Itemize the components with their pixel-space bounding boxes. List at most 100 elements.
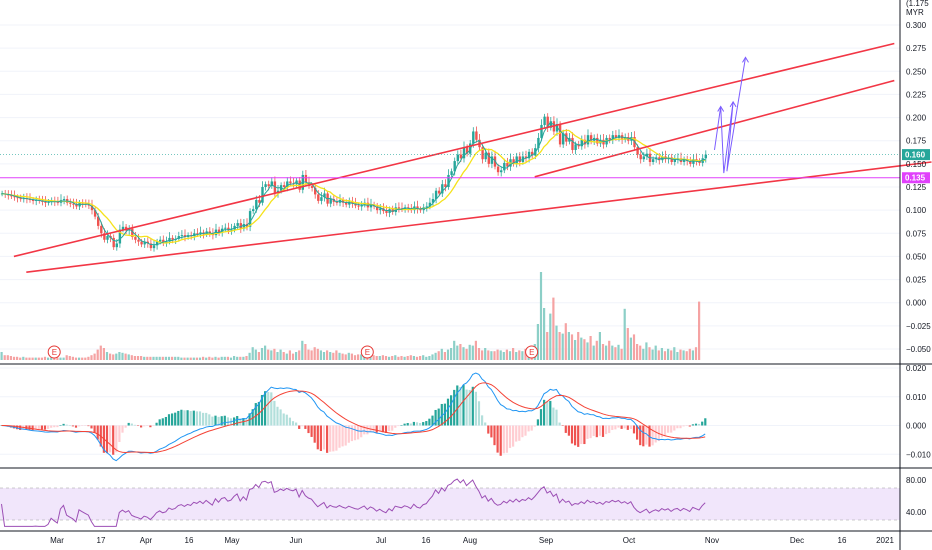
volume-bar — [47, 357, 50, 360]
macd-histogram-bar — [353, 425, 357, 441]
volume-bar — [133, 356, 136, 360]
price-tick-label: 0.250 — [906, 67, 927, 76]
candle-body — [682, 159, 686, 163]
volume-bar — [130, 355, 133, 360]
candle-body — [97, 216, 100, 226]
volume-bar — [254, 349, 257, 360]
volume-bar — [459, 344, 462, 360]
volume-bar — [499, 350, 502, 360]
macd-histogram-bar — [291, 421, 295, 426]
macd-histogram-bar — [121, 425, 124, 433]
macd-histogram-bar — [561, 425, 564, 426]
volume-bar — [660, 348, 663, 360]
macd-histogram-bar — [50, 425, 53, 428]
candle-body — [642, 156, 645, 160]
candle-body — [416, 206, 419, 210]
macd-histogram-bar — [74, 425, 78, 428]
volume-bar — [694, 347, 698, 360]
candle-body — [459, 154, 463, 159]
candle-body — [456, 154, 459, 162]
time-tick-label: May — [224, 536, 239, 545]
macd-histogram-bar — [65, 424, 68, 426]
macd-histogram-bar — [570, 425, 574, 444]
candle-body — [62, 199, 66, 201]
macd-line — [1, 372, 706, 462]
candle-body — [670, 157, 673, 163]
candle-body — [310, 186, 314, 188]
volume-bar — [549, 313, 552, 360]
candle-body — [106, 236, 109, 240]
trend-line-lower — [26, 161, 932, 273]
macd-histogram-bar — [155, 422, 158, 426]
time-tick-label: 2021 — [876, 536, 894, 545]
macd-histogram-bar — [130, 423, 133, 426]
volume-bar — [65, 355, 68, 360]
volume-bar — [440, 348, 443, 360]
macd-pane: 0.020 0.010 0.000 −0.010 — [0, 364, 931, 462]
volume-bar — [620, 348, 623, 360]
candle-body — [10, 195, 13, 197]
macd-histogram-bar — [332, 425, 335, 452]
volume-bar — [555, 325, 558, 360]
candle-body — [596, 137, 599, 144]
macd-histogram-bar — [459, 387, 462, 426]
macd-histogram-bar — [704, 418, 707, 426]
price-axis[interactable]: 0.300 0.275 0.250 0.225 0.200 0.175 0.150 0.125… — [906, 21, 931, 354]
candle-body — [537, 137, 540, 149]
macd-histogram-bar — [87, 425, 90, 427]
earnings-circle — [47, 345, 61, 359]
macd-histogram-bar — [298, 425, 301, 429]
volume-bar — [546, 332, 549, 360]
macd-histogram-bar — [636, 425, 639, 440]
candle-body — [351, 201, 354, 204]
volume-bar — [81, 357, 84, 360]
volume-bar — [642, 348, 645, 360]
macd-histogram-bar — [338, 425, 341, 448]
macd-histogram-bar — [279, 409, 282, 426]
macd-histogram-bar — [357, 425, 360, 440]
volume-bar — [146, 356, 149, 360]
macd-histogram-bar — [347, 425, 350, 443]
volume-bar — [25, 357, 28, 360]
macd-histogram-bar — [133, 424, 136, 426]
candle-body — [571, 137, 574, 150]
macd-tick-label: −0.010 — [906, 450, 931, 459]
time-tick-label: Mar — [50, 536, 64, 545]
volume-bar — [3, 355, 6, 360]
macd-histogram-bar — [471, 386, 474, 426]
candle-body — [286, 181, 289, 187]
candle-body — [515, 156, 518, 164]
volume-bar — [626, 328, 629, 360]
time-axis[interactable]: Mar 17 Apr 16 May Jun Jul 16 Aug Sep Oct Nov Dec 16 20… — [50, 536, 894, 545]
candle-body — [431, 199, 435, 203]
macd-histogram-bar — [518, 425, 521, 441]
volume-bar — [648, 347, 651, 360]
volume-bar — [195, 357, 198, 360]
volume-bar — [40, 357, 43, 360]
macd-histogram-bar — [583, 425, 586, 445]
macd-histogram-bar — [598, 425, 601, 436]
candle-body — [255, 199, 258, 210]
volume-bar — [310, 350, 313, 360]
volume-bar — [400, 356, 403, 360]
earnings-circle — [360, 345, 374, 359]
volume-bar — [37, 357, 40, 360]
rsi-band — [0, 488, 900, 520]
macd-histogram-bar — [177, 410, 180, 426]
macd-histogram-bar — [251, 409, 254, 426]
volume-bar — [431, 354, 434, 360]
candle-body — [236, 223, 239, 226]
volume-bar — [6, 355, 9, 360]
candle-body — [441, 184, 444, 194]
volume-bar — [487, 350, 490, 360]
macd-histogram-bar — [313, 425, 316, 443]
volume-bar — [167, 356, 171, 360]
volume-bar — [341, 353, 344, 360]
time-tick-label: Jun — [290, 536, 303, 545]
candle-body — [651, 159, 655, 163]
volume-bar — [422, 355, 425, 360]
volume-bar — [270, 350, 273, 360]
macd-histogram-bar — [580, 425, 583, 445]
macd-histogram-bar — [124, 425, 127, 428]
